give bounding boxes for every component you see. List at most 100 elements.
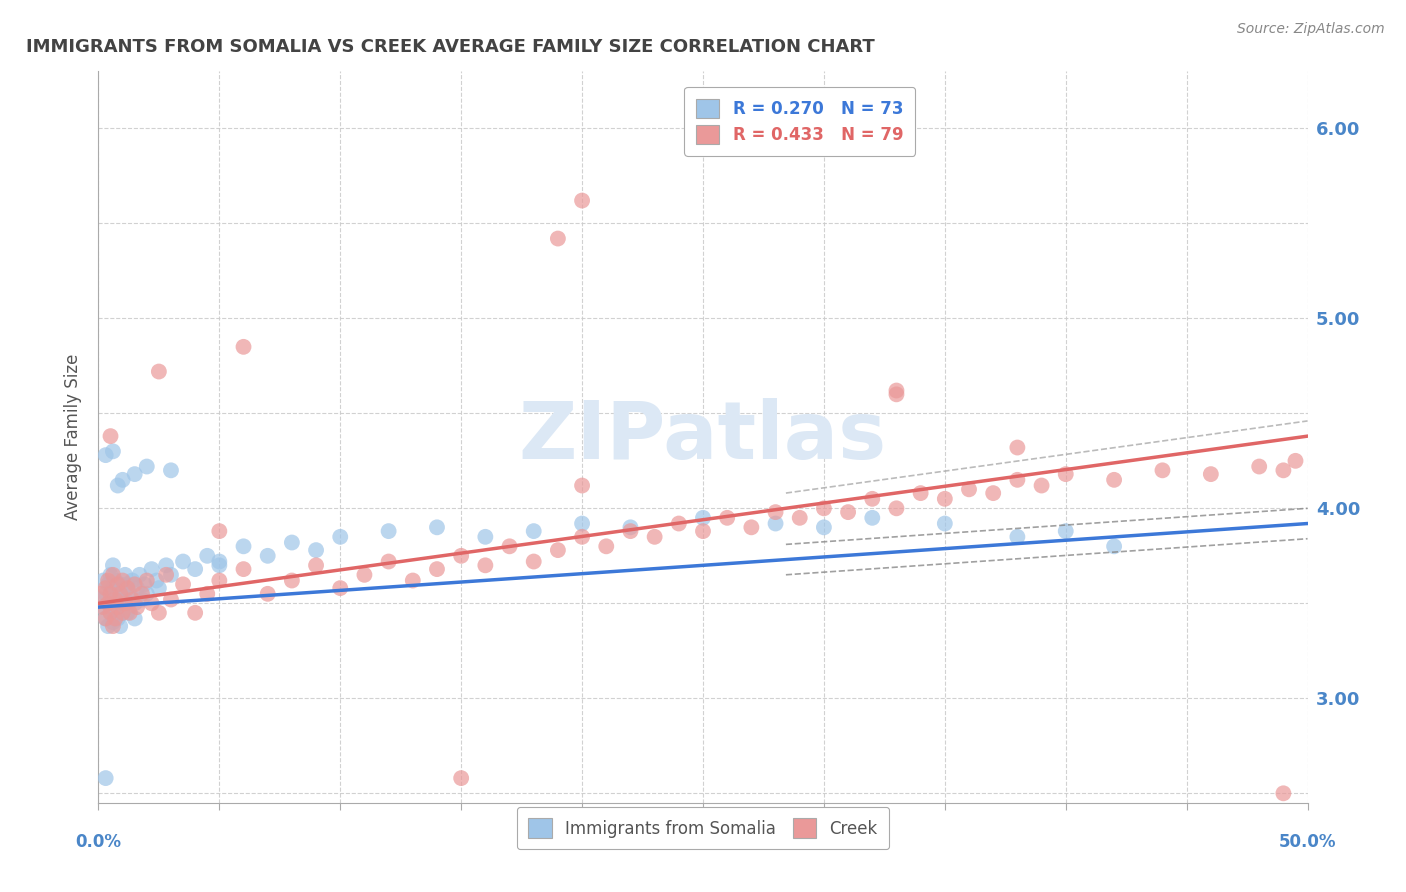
Immigrants from Somalia xyxy=(94,448,117,462)
Text: Source: ZipAtlas.com: Source: ZipAtlas.com xyxy=(1237,22,1385,37)
Creek xyxy=(547,543,569,558)
Creek xyxy=(101,567,124,582)
Creek xyxy=(1272,786,1295,800)
Creek xyxy=(1054,467,1077,482)
Immigrants from Somalia xyxy=(148,581,170,595)
Immigrants from Somalia xyxy=(127,581,149,595)
Immigrants from Somalia xyxy=(101,444,124,458)
Creek xyxy=(104,611,127,625)
Creek xyxy=(402,574,425,588)
Immigrants from Somalia xyxy=(104,600,127,615)
Creek xyxy=(208,574,231,588)
Creek xyxy=(523,555,546,569)
Creek xyxy=(155,567,177,582)
Creek xyxy=(108,587,131,601)
Creek xyxy=(740,520,762,534)
Creek xyxy=(101,619,124,633)
Creek xyxy=(97,596,120,610)
Creek xyxy=(91,600,114,615)
Creek xyxy=(104,592,127,607)
Creek xyxy=(957,483,980,497)
Creek xyxy=(1249,459,1271,474)
Immigrants from Somalia xyxy=(523,524,546,538)
Creek xyxy=(90,587,112,601)
Creek xyxy=(886,384,908,398)
Creek xyxy=(1007,441,1029,455)
Immigrants from Somalia xyxy=(117,606,139,620)
Immigrants from Somalia xyxy=(94,771,117,785)
Creek xyxy=(281,574,304,588)
Creek xyxy=(571,478,593,492)
Creek xyxy=(1199,467,1222,482)
Immigrants from Somalia xyxy=(111,587,134,601)
Immigrants from Somalia xyxy=(765,516,787,531)
Creek xyxy=(813,501,835,516)
Immigrants from Somalia xyxy=(94,587,117,601)
Creek xyxy=(450,771,472,785)
Creek xyxy=(232,340,254,354)
Immigrants from Somalia xyxy=(208,555,231,569)
Immigrants from Somalia xyxy=(934,516,956,531)
Immigrants from Somalia xyxy=(1007,530,1029,544)
Creek xyxy=(426,562,449,576)
Immigrants from Somalia xyxy=(118,587,141,601)
Immigrants from Somalia xyxy=(124,467,146,482)
Immigrants from Somalia xyxy=(256,549,278,563)
Creek xyxy=(1031,478,1053,492)
Immigrants from Somalia xyxy=(128,567,150,582)
Text: IMMIGRANTS FROM SOMALIA VS CREEK AVERAGE FAMILY SIZE CORRELATION CHART: IMMIGRANTS FROM SOMALIA VS CREEK AVERAGE… xyxy=(25,38,875,56)
Creek xyxy=(353,567,375,582)
Creek xyxy=(94,581,117,595)
Creek xyxy=(595,539,617,553)
Creek xyxy=(1152,463,1174,477)
Immigrants from Somalia xyxy=(135,587,157,601)
Immigrants from Somalia xyxy=(100,606,122,620)
Creek xyxy=(886,501,908,516)
Immigrants from Somalia xyxy=(117,577,139,591)
Immigrants from Somalia xyxy=(97,619,120,633)
Creek xyxy=(141,596,163,610)
Creek xyxy=(172,577,194,591)
Immigrants from Somalia xyxy=(474,530,496,544)
Immigrants from Somalia xyxy=(329,530,352,544)
Creek xyxy=(981,486,1004,500)
Immigrants from Somalia xyxy=(813,520,835,534)
Creek xyxy=(117,581,139,595)
Immigrants from Somalia xyxy=(104,592,127,607)
Text: 0.0%: 0.0% xyxy=(76,833,121,851)
Immigrants from Somalia xyxy=(94,611,117,625)
Creek xyxy=(716,511,738,525)
Creek xyxy=(668,516,690,531)
Immigrants from Somalia xyxy=(100,587,122,601)
Legend: Immigrants from Somalia, Creek: Immigrants from Somalia, Creek xyxy=(517,806,889,849)
Immigrants from Somalia xyxy=(111,606,134,620)
Creek xyxy=(131,587,153,601)
Immigrants from Somalia xyxy=(108,619,131,633)
Creek xyxy=(94,611,117,625)
Immigrants from Somalia xyxy=(232,539,254,553)
Creek xyxy=(135,574,157,588)
Creek xyxy=(547,231,569,245)
Immigrants from Somalia xyxy=(107,478,129,492)
Creek xyxy=(107,600,129,615)
Immigrants from Somalia xyxy=(155,558,177,573)
Creek xyxy=(837,505,859,519)
Immigrants from Somalia xyxy=(91,600,114,615)
Immigrants from Somalia xyxy=(107,587,129,601)
Immigrants from Somalia xyxy=(145,574,167,588)
Immigrants from Somalia xyxy=(114,567,136,582)
Creek xyxy=(571,530,593,544)
Text: ZIPatlas: ZIPatlas xyxy=(519,398,887,476)
Immigrants from Somalia xyxy=(91,574,114,588)
Y-axis label: Average Family Size: Average Family Size xyxy=(65,354,83,520)
Immigrants from Somalia xyxy=(101,581,124,595)
Creek xyxy=(934,491,956,506)
Creek xyxy=(160,592,183,607)
Immigrants from Somalia xyxy=(184,562,207,576)
Creek xyxy=(450,549,472,563)
Immigrants from Somalia xyxy=(172,555,194,569)
Creek xyxy=(910,486,932,500)
Creek xyxy=(886,387,908,401)
Creek xyxy=(692,524,714,538)
Immigrants from Somalia xyxy=(571,516,593,531)
